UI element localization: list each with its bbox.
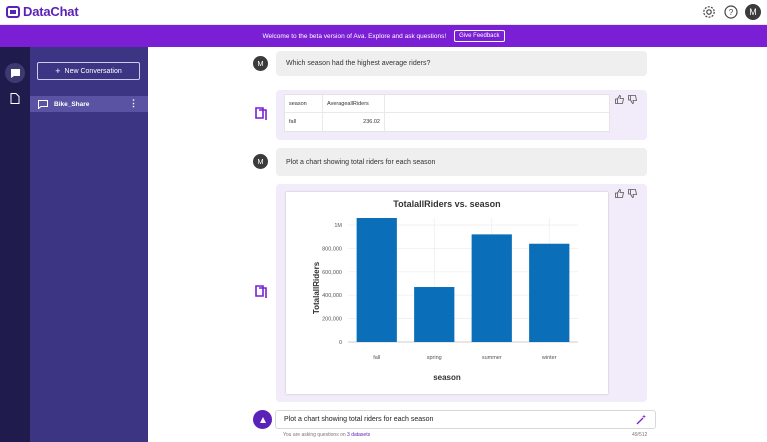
- bar-fall[interactable]: [356, 218, 397, 342]
- conversation-item[interactable]: Bike_Share ⋮: [30, 96, 148, 112]
- ava-send-icon: [259, 416, 266, 423]
- chat-icon: [10, 68, 20, 78]
- give-feedback-button[interactable]: Give Feedback: [454, 30, 505, 42]
- table-header: season: [285, 95, 323, 112]
- user-avatar[interactable]: M: [745, 4, 761, 20]
- bar-spring[interactable]: [414, 287, 455, 342]
- banner-text: Welcome to the beta version of Ava. Expl…: [262, 32, 447, 40]
- conversation-label: Bike_Share: [54, 100, 90, 108]
- ava-bot-icon: [255, 107, 267, 120]
- y-axis-label: TotalallRiders: [312, 261, 321, 314]
- chart-container: TotalallRiders vs. season season Totalal…: [286, 192, 608, 394]
- document-icon: [10, 92, 20, 104]
- bar-winter[interactable]: [529, 243, 570, 342]
- bot-response-chart: TotalallRiders vs. season season Totalal…: [276, 184, 647, 402]
- table-cell: fall: [285, 113, 323, 131]
- new-conversation-label: New Conversation: [64, 67, 122, 75]
- chat-bubble-icon: [38, 99, 48, 109]
- settings-icon[interactable]: [701, 4, 717, 20]
- y-tick-label: 1M: [334, 223, 342, 229]
- y-tick-label: 200,000: [322, 317, 342, 323]
- y-tick-label: 800,000: [322, 246, 342, 252]
- x-tick-label: fall: [373, 355, 380, 361]
- new-conversation-button[interactable]: + New Conversation: [37, 62, 140, 80]
- user-message: Which season had the highest average rid…: [276, 51, 647, 76]
- chat-nav-button[interactable]: [5, 63, 25, 83]
- svg-text:?: ?: [729, 8, 734, 17]
- thumbs-down-icon[interactable]: [628, 95, 637, 104]
- table-cell: 236.02: [323, 113, 385, 131]
- send-button[interactable]: [253, 410, 272, 429]
- thumbs-up-icon[interactable]: [615, 189, 624, 198]
- y-tick-label: 600,000: [322, 270, 342, 276]
- beta-banner: Welcome to the beta version of Ava. Expl…: [0, 25, 767, 47]
- user-message: Plot a chart showing total riders for ea…: [276, 148, 647, 176]
- result-table: season AverageallRiders fall 236.02: [284, 94, 610, 132]
- question-input[interactable]: Plot a chart showing total riders for ea…: [275, 410, 656, 429]
- character-counter: 49/512: [632, 432, 648, 438]
- bot-response-table: season AverageallRiders fall 236.02: [276, 90, 647, 140]
- app-logo[interactable]: DataChat: [6, 4, 79, 19]
- more-options-icon[interactable]: ⋮: [129, 98, 138, 108]
- user-avatar: M: [253, 56, 268, 71]
- question-input-value: Plot a chart showing total riders for ea…: [284, 416, 434, 423]
- datachat-logo-icon: [6, 5, 20, 18]
- conversation-sidebar: + New Conversation Bike_Share ⋮: [30, 47, 148, 442]
- hint-prefix: You are asking questions on: [283, 432, 348, 438]
- ava-bot-icon: [255, 285, 267, 298]
- table-header: AverageallRiders: [323, 95, 385, 112]
- x-tick-label: summer: [482, 355, 502, 361]
- dataset-hint: You are asking questions on 3 datasets: [283, 432, 370, 438]
- x-tick-label: spring: [427, 355, 442, 361]
- datasets-link[interactable]: 3 datasets: [347, 432, 371, 438]
- bar-summer[interactable]: [471, 234, 512, 342]
- user-avatar: M: [253, 154, 268, 169]
- documents-nav-button[interactable]: [5, 88, 25, 108]
- app-name: DataChat: [23, 4, 79, 19]
- chart-title: TotalallRiders vs. season: [393, 199, 500, 209]
- bar-chart: TotalallRiders vs. season season Totalal…: [312, 199, 578, 382]
- thumbs-up-icon[interactable]: [615, 95, 624, 104]
- x-axis-label: season: [433, 373, 461, 382]
- thumbs-down-icon[interactable]: [628, 189, 637, 198]
- table-header-row: season AverageallRiders: [285, 95, 609, 113]
- x-tick-label: winter: [541, 355, 557, 361]
- plus-icon: +: [55, 66, 61, 76]
- top-bar: DataChat ? M: [0, 0, 767, 25]
- help-icon[interactable]: ?: [723, 4, 739, 20]
- magic-wand-icon[interactable]: [636, 414, 647, 425]
- table-row: fall 236.02: [285, 113, 609, 131]
- y-tick-label: 0: [339, 340, 342, 346]
- nav-rail: [0, 47, 30, 442]
- chat-area: M Which season had the highest average r…: [148, 47, 767, 442]
- y-tick-label: 400,000: [322, 293, 342, 299]
